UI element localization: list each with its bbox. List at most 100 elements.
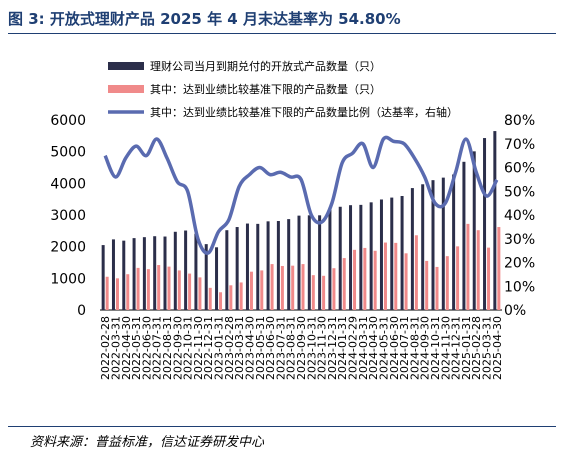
bar-total (338, 206, 342, 310)
x-tick-label: 2023-01-31 (213, 316, 226, 380)
x-tick-label: 2023-02-28 (223, 316, 236, 380)
bar-total (379, 199, 383, 310)
bar-met (476, 230, 480, 310)
bar-met (146, 269, 150, 310)
y-tick-right: 20% (504, 256, 535, 272)
x-tick-label: 2023-08-31 (285, 316, 298, 380)
bar-met (239, 282, 243, 310)
rate-series-line (103, 135, 499, 255)
x-tick-label: 2022-02-28 (99, 316, 112, 380)
x-tick-label: 2022-08-31 (161, 316, 174, 380)
x-tick-label: 2024-10-31 (429, 316, 442, 380)
bar-total (111, 239, 115, 310)
x-tick-label: 2022-12-31 (202, 316, 215, 380)
bar-total (225, 230, 229, 310)
y-tick-right: 70% (504, 137, 535, 153)
x-tick-label: 2024-11-30 (439, 316, 452, 380)
x-tick-label: 2022-07-31 (151, 316, 164, 380)
bar-total (122, 240, 126, 310)
bar-met (311, 275, 315, 310)
x-tick-label: 2023-06-30 (264, 316, 277, 380)
legend-swatch (108, 62, 144, 70)
source-note: 资料来源：普益标准，信达证券研发中心 (30, 435, 265, 450)
bar-total (235, 227, 239, 310)
bar-total (421, 184, 425, 310)
y-tick-left: 2000 (50, 240, 86, 256)
bar-met (383, 242, 387, 310)
bar-met (229, 285, 233, 310)
x-tick-label: 2024-02-29 (347, 316, 360, 380)
x-tick-label: 2024-06-30 (388, 316, 401, 380)
bar-met (322, 275, 326, 310)
bar-met (208, 287, 212, 310)
bar-met (198, 277, 202, 310)
x-tick-label: 2022-03-31 (109, 316, 122, 380)
x-tick-label: 2022-05-31 (130, 316, 143, 380)
bar-total (266, 221, 270, 310)
bar-met (270, 264, 274, 310)
x-tick-label: 2024-01-31 (336, 316, 349, 380)
bars (101, 131, 501, 310)
bar-total (452, 174, 456, 310)
y-tick-left: 6000 (50, 113, 86, 129)
bar-total (163, 236, 167, 310)
bar-met (497, 227, 501, 310)
title-divider (8, 33, 556, 34)
y-tick-left: 5000 (50, 145, 86, 161)
bar-total (173, 231, 177, 310)
bar-total (245, 223, 249, 310)
bar-met (332, 268, 336, 310)
bar-total (400, 196, 404, 310)
bar-met (177, 270, 181, 310)
bar-total (276, 221, 280, 310)
x-tick-label: 2025-04-30 (491, 316, 504, 380)
x-tick-label: 2023-05-31 (254, 316, 267, 380)
bar-met (136, 267, 140, 310)
x-tick-label: 2024-08-31 (408, 316, 421, 380)
x-tick-label: 2024-04-30 (367, 316, 380, 380)
bar-met (425, 260, 429, 310)
x-tick-label: 2022-06-30 (140, 316, 153, 380)
y-tick-left: 1000 (50, 271, 86, 287)
x-tick-label: 2023-12-31 (326, 316, 339, 380)
x-tick-label: 2024-07-31 (398, 316, 411, 380)
bar-total (204, 244, 208, 310)
bar-met (363, 247, 367, 310)
bar-total (153, 236, 157, 310)
bar-total (441, 177, 445, 310)
bar-total (318, 215, 322, 310)
bar-met (167, 266, 171, 310)
legend-label: 其中：达到业绩比较基准下限的产品数量（只） (150, 82, 381, 96)
bar-met (353, 249, 357, 310)
bar-total (132, 238, 136, 310)
bar-met (126, 274, 130, 310)
x-tick-label: 2023-03-31 (233, 316, 246, 380)
bar-total (297, 215, 301, 310)
legend-label: 其中：达到业绩比较基准下限的产品数量比例（达基率，右轴） (150, 105, 458, 119)
bar-total (287, 219, 291, 310)
bar-met (414, 235, 418, 310)
bar-total (349, 205, 353, 310)
bar-total (359, 204, 363, 310)
y-tick-right: 30% (504, 232, 535, 248)
bar-total (142, 237, 146, 310)
bar-total (483, 138, 487, 310)
x-tick-label: 2022-04-30 (120, 316, 133, 380)
bar-met (342, 258, 346, 310)
bar-met (280, 265, 284, 310)
bar-met (157, 265, 161, 310)
x-tick-label: 2023-10-31 (305, 316, 318, 380)
y-tick-left: 0 (77, 303, 86, 319)
chart-title: 图 3: 开放式理财产品 2025 年 4 月末达基率为 54.80% (8, 10, 401, 28)
x-tick-label: 2025-03-31 (481, 316, 494, 380)
bar-met (301, 264, 305, 310)
axes: 0 1000 2000 3000 4000 5000 6000 0% 10% 20% 30% 40% 5… (50, 113, 535, 380)
bar-total (256, 223, 260, 310)
rate-line (103, 135, 499, 255)
footer-divider (8, 426, 556, 427)
x-tick-label: 2023-04-30 (243, 316, 256, 380)
bar-total (472, 151, 476, 310)
bar-met (456, 246, 460, 310)
y-tick-right: 50% (504, 184, 535, 200)
